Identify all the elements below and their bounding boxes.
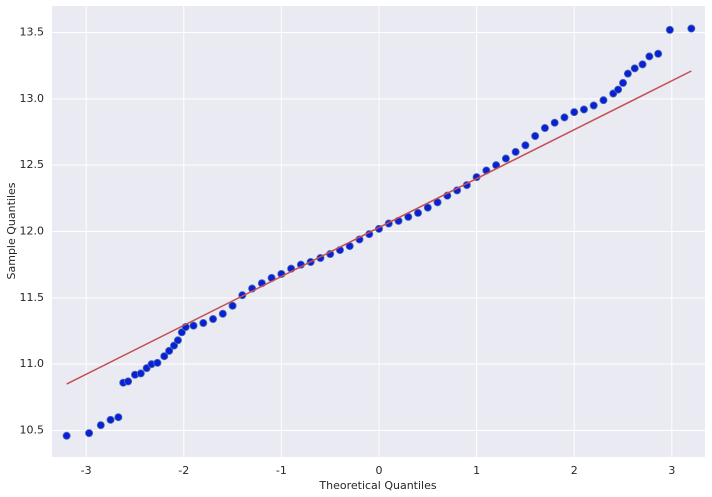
point xyxy=(511,147,520,156)
point xyxy=(153,358,162,367)
point xyxy=(501,154,510,163)
x-tick-label: -2 xyxy=(178,464,189,477)
y-tick-label: 12.0 xyxy=(20,225,45,238)
point xyxy=(531,131,540,140)
y-tick-label: 10.5 xyxy=(20,423,45,436)
point xyxy=(209,315,218,324)
x-tick-label: -3 xyxy=(81,464,92,477)
point xyxy=(630,64,639,73)
y-axis-label: Sample Quantiles xyxy=(5,182,18,279)
reference-line xyxy=(66,70,692,385)
y-tick-label: 13.5 xyxy=(20,26,45,39)
point xyxy=(540,124,549,133)
point xyxy=(570,108,579,117)
y-tick-label: 12.5 xyxy=(20,158,45,171)
y-tick-label: 11.0 xyxy=(20,357,45,370)
point xyxy=(124,377,133,386)
point xyxy=(96,421,105,430)
point xyxy=(521,141,530,150)
point xyxy=(623,69,632,78)
point xyxy=(62,431,71,440)
point xyxy=(189,321,198,330)
point xyxy=(228,301,237,310)
y-tick-label: 11.5 xyxy=(20,291,45,304)
point xyxy=(165,346,174,355)
point xyxy=(199,319,208,328)
x-axis-label: Theoretical Quantiles xyxy=(318,479,436,492)
point xyxy=(160,352,169,361)
point xyxy=(638,60,647,69)
point xyxy=(599,96,608,105)
point xyxy=(645,52,654,61)
point xyxy=(136,369,145,378)
point xyxy=(589,101,598,110)
point xyxy=(423,203,432,212)
point xyxy=(218,309,227,318)
point xyxy=(687,24,696,33)
point xyxy=(614,85,623,94)
point xyxy=(665,25,674,34)
point xyxy=(114,413,123,422)
point xyxy=(173,336,182,345)
point xyxy=(579,105,588,114)
y-tick-label: 13.0 xyxy=(20,92,45,105)
point xyxy=(414,208,423,217)
x-tick-label: 3 xyxy=(668,464,675,477)
x-tick-label: 0 xyxy=(375,464,382,477)
point xyxy=(619,78,628,87)
point xyxy=(560,113,569,122)
x-tick-label: -1 xyxy=(276,464,287,477)
point xyxy=(550,118,559,127)
point xyxy=(654,49,663,58)
point xyxy=(106,415,115,424)
point xyxy=(170,341,179,350)
point xyxy=(177,328,186,337)
x-tick-label: 2 xyxy=(571,464,578,477)
point xyxy=(85,429,94,438)
x-tick-label: 1 xyxy=(473,464,480,477)
